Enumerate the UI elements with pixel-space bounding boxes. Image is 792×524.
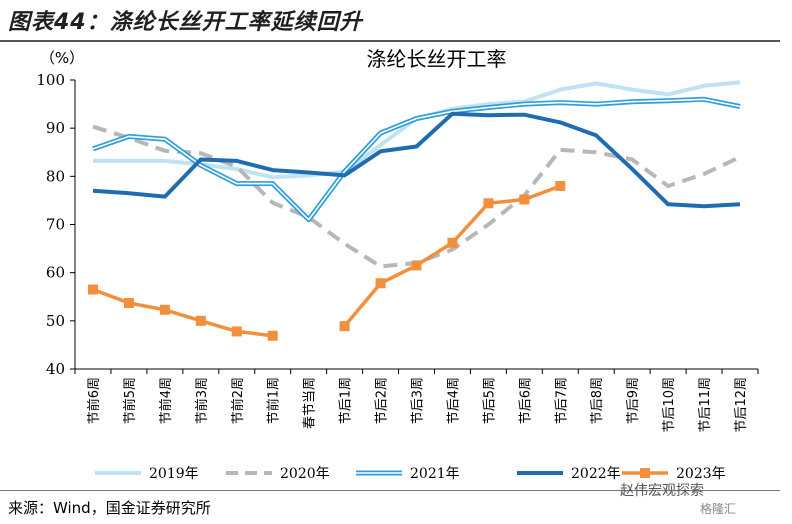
x-tick-label: 节前2周 [230, 377, 246, 424]
legend-2020-label: 2020年 [280, 466, 330, 482]
series-2021-line [92, 96, 741, 223]
series-2023-point [447, 237, 458, 248]
series-2023-point [159, 304, 170, 315]
legend-2023-label: 2023年 [676, 466, 726, 482]
x-tick-label: 节后4周 [446, 377, 461, 424]
source-note: 来源：Wind，国金证券研究所 [8, 499, 211, 517]
series-2023-point [87, 284, 98, 295]
figure-title: 图表44：涤纶长丝开工率延续回升 [8, 10, 363, 35]
x-tick-label: 节前6周 [86, 377, 102, 424]
chart-title: 涤纶长丝开工率 [367, 47, 507, 71]
y-tick-label: 60 [46, 264, 65, 282]
series-2021-line-inner [92, 98, 741, 221]
line-chart: 涤纶长丝开工率 （%） 40 50 60 70 80 90 100 节前6周 节前5周 节前4周 节前3… [36, 47, 759, 482]
x-tick-label: 节后11周 [698, 377, 713, 433]
watermark-text: 赵伟宏观探索 [620, 483, 704, 499]
legend-2021-label: 2021年 [410, 466, 460, 482]
y-tick-label: 50 [46, 312, 65, 330]
legend-2022-label: 2022年 [571, 466, 621, 482]
series-2019-line [93, 80, 741, 180]
series-2022-line [92, 111, 741, 209]
series-2023-point [267, 330, 278, 341]
series-2023-point [339, 321, 350, 332]
x-tick-label: 节后12周 [734, 377, 749, 433]
series-2023-point [519, 194, 530, 205]
x-tick-label: 节后10周 [662, 377, 677, 433]
x-tick-label: 节前1周 [266, 377, 282, 424]
y-tick-label: 100 [36, 71, 65, 89]
x-tick-label: 节后3周 [411, 377, 426, 424]
x-tick-label: 节后6周 [518, 377, 533, 424]
x-tick-label: 节前5周 [122, 377, 138, 424]
footer-rule [0, 490, 780, 491]
series-2023-point [123, 298, 134, 309]
y-tick-label: 90 [46, 119, 65, 137]
series-2023-point [483, 198, 494, 209]
y-axis-label: （%） [40, 49, 84, 67]
series-2023-point [411, 260, 422, 271]
y-tick-label: 40 [46, 360, 65, 378]
y-tick-label: 80 [46, 167, 65, 185]
x-tick-label: 节前4周 [158, 377, 174, 424]
x-tick-label: 节后7周 [554, 377, 569, 424]
series-2023-point [195, 315, 206, 326]
x-tick-label: 节后9周 [626, 377, 641, 424]
x-tick-label: 春节当周 [303, 377, 318, 429]
y-tick-label: 70 [46, 216, 65, 234]
legend-2023-marker [640, 468, 650, 478]
watermark-sub-text: 格隆汇 [700, 502, 737, 516]
series-2023-point [231, 326, 242, 337]
x-tick-label: 节后1周 [339, 377, 354, 424]
title-rule [0, 40, 780, 42]
series-2023-point [555, 180, 566, 191]
x-tick-label: 节前3周 [194, 377, 210, 424]
series-2023-point [375, 278, 386, 289]
legend-2019-label: 2019年 [149, 466, 199, 482]
x-tick-label: 节后5周 [482, 377, 497, 424]
x-tick-label: 节后2周 [375, 377, 390, 424]
x-tick-label: 节后8周 [590, 377, 605, 424]
